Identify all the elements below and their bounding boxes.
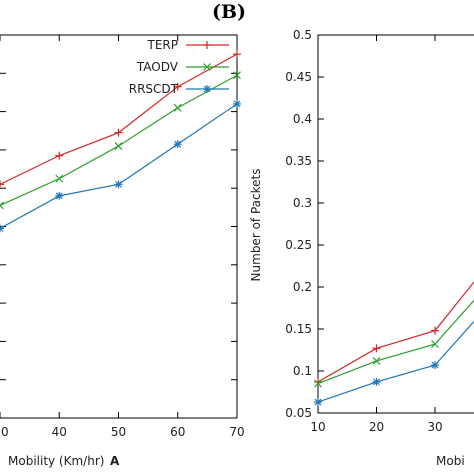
right-y-tick-label: 0.05 [285,406,312,420]
left-data-point-d2 [173,103,182,112]
left-x-tick-label: 60 [170,425,185,439]
right-series-line-2 [317,320,474,403]
left-data-point-d2 [0,201,4,207]
left-data-point [0,224,4,233]
left-data-point-d2 [55,192,63,200]
right-data-point [314,379,322,388]
right-x-tick-label: 10 [310,420,325,434]
right-series-line-0 [317,280,474,383]
left-data-point [0,180,4,189]
left-data-point [55,174,64,183]
right-data-point [372,356,381,365]
right-data-point [314,377,322,386]
right-chart: 0.05 0.1 0.15 0.2 0.25 0.3 0.35 0.4 0.45 0.5 10 20 3… [249,28,474,468]
left-x-axis-suffix: A [110,454,120,468]
right-data-point-d2 [314,379,322,388]
left-x-tick-label: 0 [1,425,9,439]
left-x-axis-label: Mobility (Km/hr) [8,454,104,468]
left-data-point-d2 [233,100,241,108]
left-data-point-d1 [0,227,4,232]
legend-label-rrscdt: RRSCDT [129,82,179,96]
legend-marker-d2 [203,63,211,71]
legend-marker [203,63,211,71]
left-data-point [55,191,64,200]
right-y-tick-label: 0.4 [293,112,312,126]
right-y-tick-label: 0.15 [285,322,312,336]
left-data-point-d2 [174,140,182,148]
left-x-tick-label: 40 [52,425,67,439]
left-data-point-d2 [55,174,64,183]
right-data-point-d2 [373,378,380,386]
left-data-point [0,201,4,210]
right-data-point [314,398,322,407]
left-data-point-d2 [0,224,4,230]
left-data-point-d1 [0,204,4,210]
right-data-point [431,326,439,335]
right-data-point [372,377,381,386]
right-y-axis-label: Number of Packets [249,169,263,282]
left-data-point [173,103,182,112]
right-data-point-d2 [372,356,381,365]
left-data-point [114,180,123,189]
left-x-tick-label: 50 [111,425,126,439]
right-y-tick-label: 0.2 [293,280,312,294]
right-y-tick-label: 0.1 [293,364,312,378]
right-y-tick-label: 0.35 [285,154,312,168]
right-data-point-d2 [431,361,439,369]
left-data-point [173,82,182,91]
left-data-point [55,151,64,160]
left-data-point [114,128,123,137]
right-y-tick-label: 0.5 [293,28,312,42]
legend-label-terp: TERP [147,38,179,52]
legend-label-taodv: TAODV [136,60,179,74]
legend-marker-d2 [203,85,211,93]
left-data-point [114,142,123,150]
left-data-point [233,99,241,108]
right-data-point [372,344,381,353]
right-series-line-1 [317,299,474,385]
left-data-point [173,140,182,149]
right-x-tick-label: 30 [427,420,442,434]
right-x-tick-label: 20 [369,420,384,434]
legend-marker [203,85,211,93]
right-y-tick-label: 0.25 [285,238,312,252]
left-data-point [233,71,241,80]
panel-label: (B) [212,1,246,23]
left-x-tick-label: 70 [229,425,244,439]
right-y-tick-label: 0.45 [285,70,312,84]
left-data-point-d2 [114,142,123,150]
right-plot-frame [317,34,474,414]
left-data-point-d2 [115,180,122,188]
legend-marker [203,41,211,49]
left-data-point [233,50,241,59]
right-data-point-d2 [431,340,439,349]
left-data-point-d2 [233,71,241,80]
left-chart: 0 40 50 60 70 Mobility (Km/hr) A TERP TAODV RRSCD… [0,34,245,468]
right-y-tick-label: 0.3 [293,196,312,210]
right-data-point [431,361,439,370]
right-data-point-d2 [314,398,322,406]
right-x-axis-label: Mobi [436,454,465,468]
right-data-point [431,340,439,349]
